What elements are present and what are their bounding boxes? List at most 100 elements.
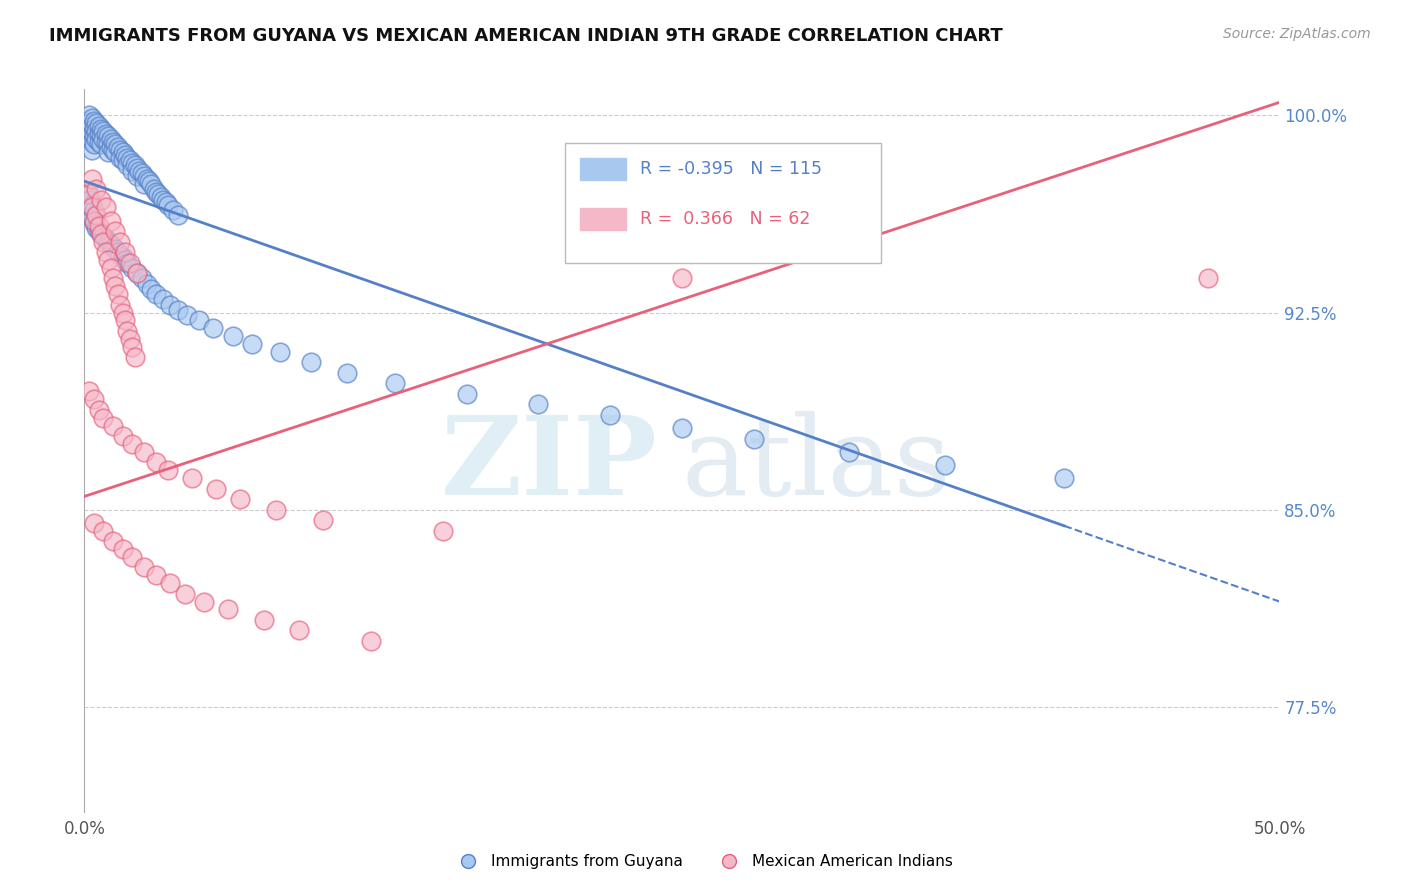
Point [118,255,141,269]
Point [131,166,153,180]
Point [86,132,108,146]
Point [456,387,478,401]
Point [83,137,105,152]
Point [77,124,100,138]
Point [86,124,108,138]
Point [312,513,335,527]
Point [77,384,100,399]
Point [110,143,132,157]
Point [132,177,156,191]
Point [107,287,129,301]
Point [132,169,156,183]
Point [166,208,188,222]
Point [360,634,382,648]
Point [159,298,181,312]
Point [110,298,132,312]
Point [87,402,110,417]
Point [157,463,180,477]
Point [80,127,103,141]
Point [173,587,195,601]
Point [80,135,103,149]
Point [97,252,120,267]
Point [94,127,117,141]
Point [114,245,136,260]
Point [83,516,105,530]
Point [80,119,103,133]
Point [100,140,122,154]
Point [111,153,134,168]
Point [101,418,124,433]
Point [229,491,252,506]
Point [104,145,127,160]
Point [101,135,124,149]
Point [93,410,115,425]
Point [93,229,115,244]
Point [83,216,105,230]
Point [432,524,454,538]
Point [125,161,148,175]
Text: R = -0.395   N = 115: R = -0.395 N = 115 [640,160,823,178]
Point [94,245,117,260]
Point [176,308,198,322]
Point [101,143,124,157]
Point [181,471,204,485]
Point [336,366,359,380]
Point [83,121,105,136]
Point [135,171,157,186]
Point [76,129,98,144]
Point [117,324,139,338]
Point [188,313,211,327]
Point [86,116,108,130]
Point [125,169,148,183]
Point [1197,271,1219,285]
Point [76,113,98,128]
Point [93,524,115,538]
Text: IMMIGRANTS FROM GUYANA VS MEXICAN AMERICAN INDIAN 9TH GRADE CORRELATION CHART: IMMIGRANTS FROM GUYANA VS MEXICAN AMERIC… [49,27,1002,45]
Legend: Immigrants from Guyana, Mexican American Indians: Immigrants from Guyana, Mexican American… [447,848,959,875]
Point [117,151,139,165]
Bar [581,209,626,230]
Point [94,135,117,149]
Point [90,121,112,136]
Y-axis label: 9th Grade: 9th Grade [0,409,8,492]
Point [80,143,103,157]
Point [77,193,100,207]
Point [142,182,165,196]
Point [111,541,134,556]
Point [118,153,141,168]
Point [671,421,693,435]
Point [93,124,115,138]
Point [97,145,120,160]
Point [145,568,167,582]
Point [152,193,174,207]
Point [159,576,181,591]
Point [77,108,100,122]
Point [121,155,143,169]
Text: R =  0.366   N = 62: R = 0.366 N = 62 [640,211,810,228]
Point [114,252,136,267]
Point [94,232,117,246]
Point [125,266,148,280]
Point [205,482,228,496]
Point [145,287,167,301]
Point [148,187,170,202]
Point [104,279,127,293]
Point [86,221,108,235]
Point [1053,471,1076,485]
Point [80,198,103,212]
Point [132,560,156,574]
Point [87,219,110,233]
Point [527,397,550,411]
Point [301,355,323,369]
Point [599,408,621,422]
Point [87,224,110,238]
Point [124,158,146,172]
Point [100,260,122,275]
Point [87,135,110,149]
Point [157,198,180,212]
Point [288,624,311,638]
Point [100,237,122,252]
Point [138,174,160,188]
Point [110,248,132,262]
Point [104,243,127,257]
